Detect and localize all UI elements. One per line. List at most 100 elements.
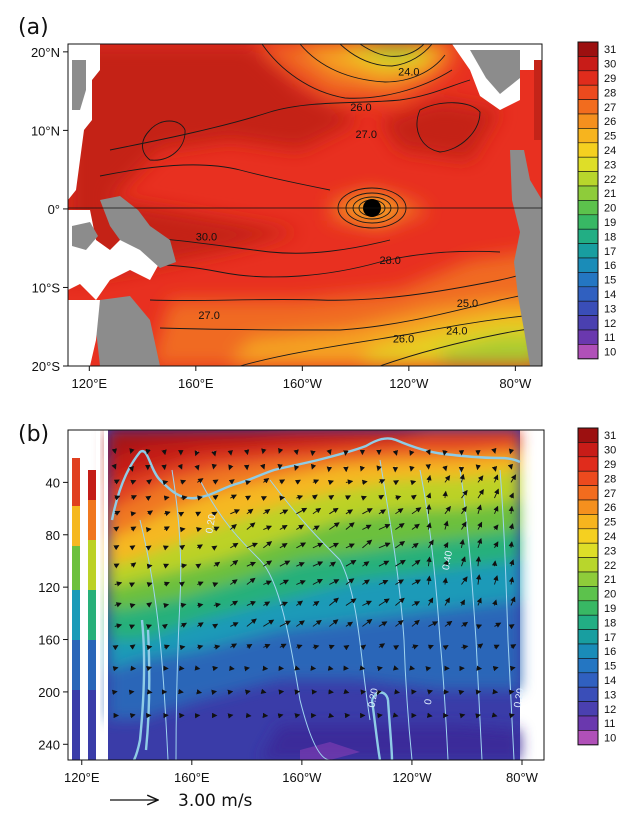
- current-vector: [294, 464, 300, 471]
- current-vector: [443, 559, 449, 567]
- current-vector: [211, 511, 218, 517]
- current-vector: [426, 712, 433, 718]
- colorbar-b-swatch: [577, 456, 599, 472]
- current-vector: [211, 545, 218, 551]
- current-vector: [492, 665, 499, 672]
- current-vector: [344, 495, 352, 501]
- colorbar-b-swatch: [577, 586, 599, 602]
- panel-a-ytick-label: 20°S: [32, 359, 61, 374]
- current-vector: [294, 665, 301, 671]
- current-vector: [279, 643, 287, 649]
- panel-a-contour-label: 24.0: [446, 326, 467, 338]
- current-vector: [246, 644, 253, 650]
- panel-a-frame: [67, 43, 543, 367]
- current-vector: [129, 603, 136, 609]
- colorbar-b-swatch: [577, 557, 599, 573]
- current-vector: [392, 712, 399, 718]
- colorbar-a-tick-label: 10: [604, 347, 616, 359]
- panel-a-contour-label: 30.0: [196, 231, 217, 243]
- current-vector: [162, 480, 169, 486]
- current-vector: [213, 561, 221, 568]
- current-vector: [230, 643, 238, 649]
- current-vector: [129, 713, 136, 719]
- current-vector: [146, 479, 152, 485]
- current-vector: [296, 600, 304, 606]
- colorbar-a-swatch: [577, 56, 599, 72]
- colorbar-a-tick-label: 29: [604, 73, 616, 85]
- current-vector: [460, 556, 466, 567]
- current-vector: [376, 465, 382, 472]
- current-vector: [444, 505, 451, 515]
- current-vector: [362, 524, 372, 530]
- current-vector: [130, 479, 137, 485]
- panel-b-field: [68, 430, 544, 760]
- current-vector: [212, 479, 219, 485]
- current-vector: [508, 523, 514, 530]
- current-vector: [475, 464, 481, 471]
- current-vector: [146, 624, 153, 630]
- current-vector: [196, 544, 203, 550]
- panel-b-ytick-label: 120: [38, 580, 60, 595]
- current-vector: [162, 545, 169, 551]
- current-vector: [114, 581, 123, 587]
- current-vector: [426, 556, 432, 567]
- current-vector: [114, 623, 123, 629]
- current-vector: [509, 665, 516, 672]
- current-vector: [195, 563, 202, 569]
- current-vector: [411, 619, 420, 627]
- current-vector: [411, 559, 421, 567]
- current-vector: [508, 713, 515, 719]
- current-vector: [228, 464, 234, 471]
- current-vector: [392, 449, 398, 456]
- current-vector: [212, 494, 219, 501]
- current-vector: [164, 510, 171, 517]
- panel-b-ytick-label: 200: [38, 685, 60, 700]
- colorbar-b-tick-label: 13: [604, 689, 616, 701]
- current-vector: [312, 479, 320, 485]
- colorbar-a-swatch: [577, 257, 599, 273]
- colorbar-b: 31 30 29 28 27 26 25 24 23 22 21 20 19 18 17 16 15 14 13 12…: [577, 427, 616, 746]
- colorbar-a-swatch: [577, 113, 599, 129]
- current-vector: [345, 522, 355, 530]
- colorbar-a-swatch: [577, 329, 599, 345]
- current-vector: [130, 562, 137, 568]
- current-vector: [442, 645, 449, 651]
- current-vector: [197, 478, 204, 484]
- current-vector: [442, 577, 448, 585]
- current-vector: [245, 480, 252, 486]
- current-vector: [293, 449, 299, 456]
- colorbar-a-tick-label: 28: [604, 87, 616, 99]
- current-vector: [426, 492, 432, 499]
- current-vector: [360, 644, 367, 651]
- current-vector: [378, 579, 389, 585]
- colorbar-a-swatch: [577, 286, 599, 302]
- panel-a: 120°E 160°E 160°W 120°W 80°W 20°N 10°N 0° 10°S 20…: [18, 15, 543, 391]
- current-vector: [459, 473, 465, 483]
- current-vector: [244, 689, 251, 695]
- colorbar-a-tick-label: 16: [604, 260, 616, 272]
- current-vector: [492, 599, 498, 606]
- current-vector: [345, 543, 355, 549]
- current-vector: [163, 526, 170, 532]
- current-vector: [312, 561, 324, 567]
- panel-a-axes: 120°E 160°E 160°W 120°W 80°W 20°N 10°N 0° 10°S 20…: [31, 45, 532, 391]
- colorbar-a-tick-label: 23: [604, 159, 616, 171]
- current-vector: [362, 600, 372, 606]
- panel-b-ytick-label: 160: [38, 633, 60, 648]
- current-vector: [211, 450, 217, 457]
- current-vector: [129, 644, 136, 650]
- current-vector: [458, 689, 465, 696]
- current-vector: [459, 713, 466, 719]
- current-vector: [130, 511, 137, 517]
- panel-a-land: [68, 44, 542, 366]
- panel-b-xtick-label: 120°E: [64, 770, 100, 785]
- current-vector: [212, 582, 219, 588]
- current-vector: [146, 644, 153, 651]
- colorbar-a-tick-label: 12: [604, 318, 616, 330]
- current-vector: [493, 474, 499, 483]
- current-vector: [260, 688, 267, 694]
- current-vector: [508, 492, 514, 499]
- reference-vector-label: 3.00 m/s: [178, 791, 253, 811]
- current-vector: [510, 596, 516, 606]
